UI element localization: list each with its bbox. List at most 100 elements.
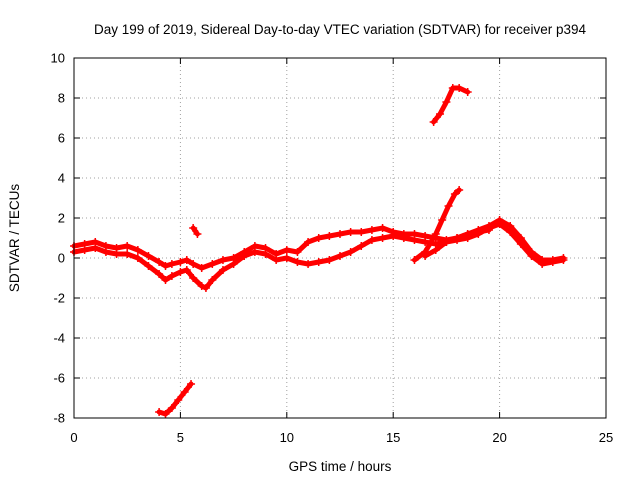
series-return-arc-17h: [421, 226, 493, 260]
data-point: [453, 234, 462, 242]
grid-lines: [74, 58, 606, 418]
data-point: [516, 240, 525, 248]
data-point: [133, 254, 142, 262]
y-tick-label: -6: [53, 371, 65, 386]
data-point: [336, 230, 344, 238]
data-point: [548, 258, 557, 266]
data-point: [421, 252, 430, 260]
data-point: [123, 250, 132, 258]
x-tick-label: 5: [177, 430, 184, 445]
data-point: [431, 230, 440, 238]
y-axis-title: SDTVAR / TECUs: [7, 184, 22, 293]
data-point: [144, 262, 153, 270]
data-point: [450, 190, 459, 198]
data-point: [80, 246, 89, 254]
data-point: [410, 236, 419, 244]
data-point: [293, 258, 302, 266]
y-tick-label: -2: [53, 291, 65, 306]
data-point: [378, 234, 387, 242]
x-tick-label: 25: [599, 430, 613, 445]
data-point: [484, 226, 493, 234]
data-point: [336, 252, 344, 260]
data-point: [293, 248, 302, 256]
data-point: [201, 284, 210, 292]
data-point: [442, 98, 451, 106]
y-tick-labels: -8 -6 -4 -2 0 2 4 6 8 10: [51, 51, 65, 426]
series-rising-arc-16h: [410, 186, 464, 264]
data-point: [112, 250, 121, 258]
series-low-arc-4h: [155, 380, 196, 418]
data-point: [155, 408, 164, 416]
data-point: [378, 224, 387, 232]
data-point: [455, 186, 464, 194]
data-point: [229, 260, 238, 268]
data-point: [193, 230, 202, 238]
data-point: [357, 228, 366, 236]
y-tick-label: 2: [58, 211, 65, 226]
series-small-segment-5h: [189, 224, 202, 238]
data-point: [463, 88, 472, 96]
data-point: [399, 234, 408, 242]
data-point: [123, 242, 132, 250]
data-point: [429, 118, 438, 126]
data-point: [304, 238, 313, 246]
data-point: [250, 248, 259, 256]
data-point: [272, 256, 281, 264]
data-point: [167, 404, 176, 412]
y-tick-label: 10: [51, 51, 65, 66]
data-point: [161, 410, 170, 418]
y-tick-label: -4: [53, 331, 65, 346]
data-points: [70, 84, 568, 418]
data-point: [208, 260, 217, 268]
data-point: [155, 258, 164, 266]
data-point: [161, 262, 170, 270]
data-point: [357, 242, 366, 250]
data-point: [304, 260, 313, 268]
data-point: [189, 224, 198, 232]
data-point: [527, 252, 536, 260]
data-point: [495, 220, 504, 228]
data-point: [538, 260, 547, 268]
data-point: [367, 236, 376, 244]
data-point: [174, 396, 183, 404]
series-band: [156, 381, 194, 417]
data-point: [144, 252, 153, 260]
data-point: [240, 252, 249, 260]
x-tick-label: 20: [492, 430, 506, 445]
x-tick-label: 15: [386, 430, 400, 445]
y-tick-label: 0: [58, 251, 65, 266]
data-point: [167, 272, 176, 280]
y-tick-label: -8: [53, 411, 65, 426]
plot-border: [73, 57, 607, 419]
data-point: [176, 258, 185, 266]
data-point: [506, 228, 515, 236]
data-point: [189, 274, 198, 282]
y-tick-label: 8: [58, 91, 65, 106]
data-point: [325, 232, 334, 240]
data-point: [346, 228, 355, 236]
data-point: [314, 234, 323, 242]
data-point: [176, 268, 185, 276]
data-point: [189, 260, 198, 268]
data-point: [455, 84, 464, 92]
data-point: [431, 246, 440, 254]
data-point: [463, 230, 472, 238]
data-point: [91, 244, 100, 252]
data-point: [218, 266, 227, 274]
data-point: [314, 258, 323, 266]
data-point: [444, 202, 453, 210]
data-point: [101, 248, 110, 256]
data-point: [218, 256, 227, 264]
data-point: [182, 266, 191, 274]
data-point: [442, 238, 451, 246]
data-point: [182, 256, 191, 264]
y-tick-label: 4: [58, 171, 65, 186]
data-point: [421, 238, 430, 246]
x-tick-label: 10: [280, 430, 294, 445]
axis-ticks: [73, 57, 607, 419]
data-point: [282, 246, 291, 254]
x-tick-labels: 0 5 10 15 20 25: [70, 430, 613, 445]
data-point: [389, 232, 398, 240]
data-point: [559, 256, 568, 264]
